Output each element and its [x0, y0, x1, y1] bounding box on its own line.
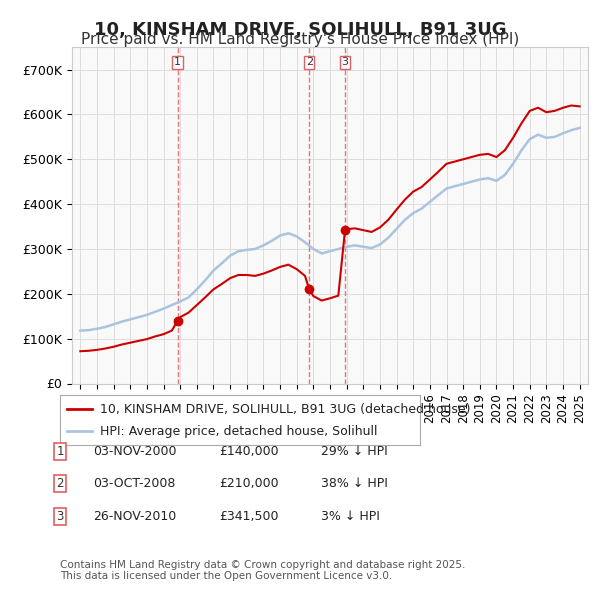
- Text: 1: 1: [56, 445, 64, 458]
- Text: 2: 2: [305, 57, 313, 67]
- Text: 2: 2: [56, 477, 64, 490]
- Text: 38% ↓ HPI: 38% ↓ HPI: [321, 477, 388, 490]
- Text: 3% ↓ HPI: 3% ↓ HPI: [321, 510, 380, 523]
- Text: 1: 1: [174, 57, 181, 67]
- Text: Price paid vs. HM Land Registry's House Price Index (HPI): Price paid vs. HM Land Registry's House …: [81, 32, 519, 47]
- Text: 03-OCT-2008: 03-OCT-2008: [93, 477, 175, 490]
- Text: £341,500: £341,500: [219, 510, 278, 523]
- Text: £210,000: £210,000: [219, 477, 278, 490]
- Text: £140,000: £140,000: [219, 445, 278, 458]
- Text: 10, KINSHAM DRIVE, SOLIHULL, B91 3UG (detached house): 10, KINSHAM DRIVE, SOLIHULL, B91 3UG (de…: [100, 403, 470, 416]
- Text: 3: 3: [341, 57, 349, 67]
- Text: 29% ↓ HPI: 29% ↓ HPI: [321, 445, 388, 458]
- Text: 03-NOV-2000: 03-NOV-2000: [93, 445, 176, 458]
- Text: 10, KINSHAM DRIVE, SOLIHULL, B91 3UG: 10, KINSHAM DRIVE, SOLIHULL, B91 3UG: [94, 21, 506, 39]
- Text: 26-NOV-2010: 26-NOV-2010: [93, 510, 176, 523]
- Text: 3: 3: [56, 510, 64, 523]
- Text: Contains HM Land Registry data © Crown copyright and database right 2025.
This d: Contains HM Land Registry data © Crown c…: [60, 559, 466, 581]
- Text: HPI: Average price, detached house, Solihull: HPI: Average price, detached house, Soli…: [100, 425, 377, 438]
